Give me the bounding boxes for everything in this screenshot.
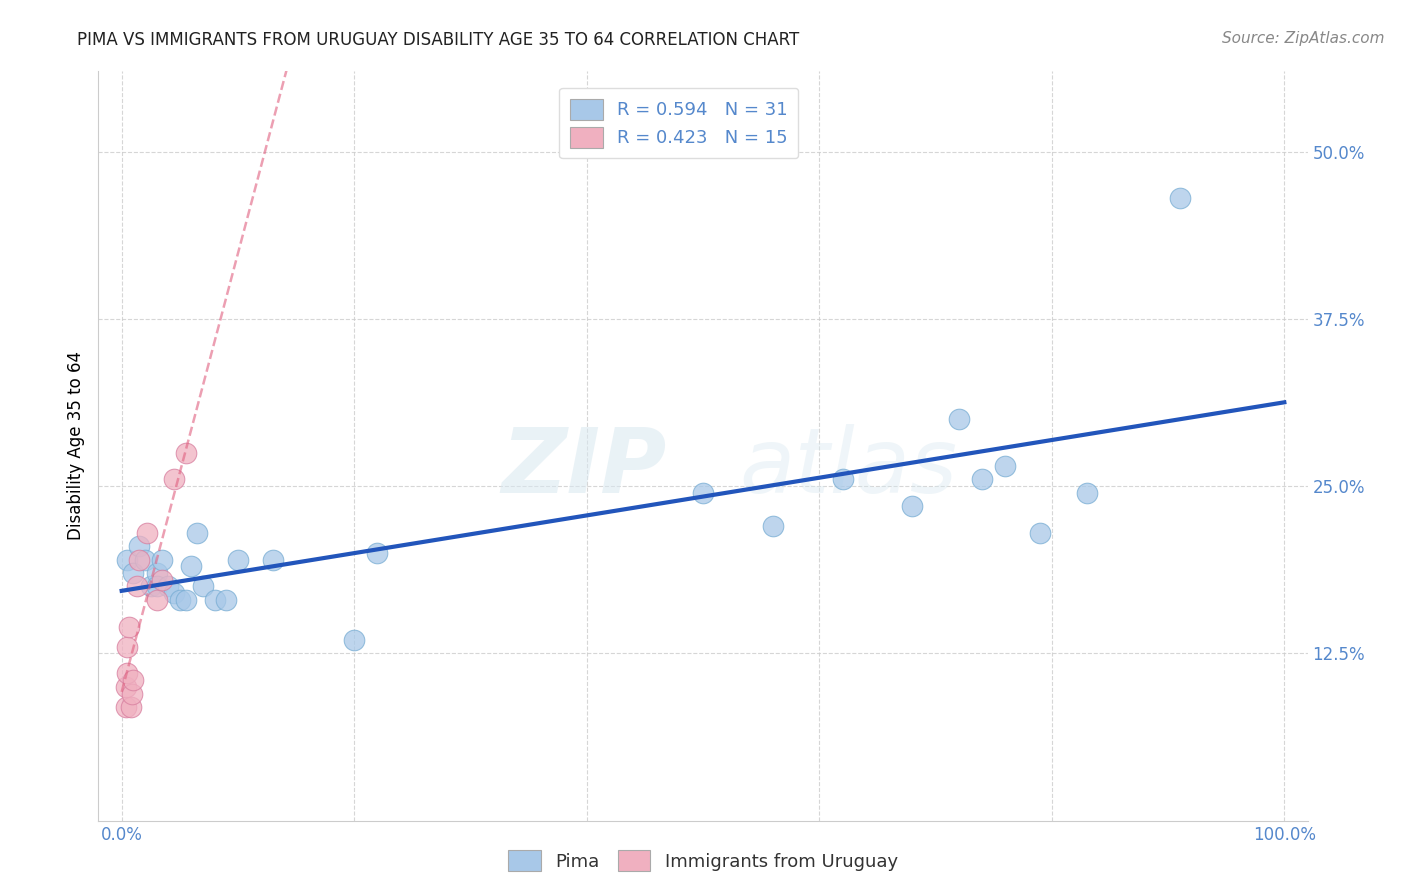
Point <box>120 699 142 714</box>
Text: ZIP: ZIP <box>502 425 666 513</box>
Point <box>692 486 714 500</box>
Point <box>1076 486 1098 500</box>
Point <box>191 580 214 594</box>
Point <box>117 640 139 654</box>
Point <box>128 539 150 553</box>
Point <box>145 580 167 594</box>
Y-axis label: Disability Age 35 to 64: Disability Age 35 to 64 <box>66 351 84 541</box>
Point <box>121 687 143 701</box>
Point <box>831 473 853 487</box>
Point <box>115 680 138 694</box>
Point <box>762 519 785 533</box>
Point <box>174 593 197 607</box>
Point <box>145 566 167 581</box>
Point <box>226 553 249 567</box>
Point <box>139 580 162 594</box>
Point <box>145 593 167 607</box>
Point <box>157 580 180 594</box>
Point <box>163 586 186 600</box>
Point <box>125 580 148 594</box>
Point <box>343 633 366 648</box>
Point <box>180 559 202 574</box>
Point <box>204 593 226 607</box>
Point <box>122 673 145 688</box>
Point <box>1168 192 1191 206</box>
Text: atlas: atlas <box>740 425 957 513</box>
Point <box>150 573 173 587</box>
Point <box>948 412 970 426</box>
Text: PIMA VS IMMIGRANTS FROM URUGUAY DISABILITY AGE 35 TO 64 CORRELATION CHART: PIMA VS IMMIGRANTS FROM URUGUAY DISABILI… <box>77 31 800 49</box>
Point <box>262 553 284 567</box>
Point <box>169 593 191 607</box>
Point <box>118 620 141 634</box>
Point <box>163 473 186 487</box>
Point <box>901 500 924 514</box>
Legend: R = 0.594   N = 31, R = 0.423   N = 15: R = 0.594 N = 31, R = 0.423 N = 15 <box>560 88 799 159</box>
Point <box>117 553 139 567</box>
Point <box>366 546 388 560</box>
Point <box>134 553 156 567</box>
Point <box>174 446 197 460</box>
Text: Source: ZipAtlas.com: Source: ZipAtlas.com <box>1222 31 1385 46</box>
Point <box>186 526 208 541</box>
Point <box>215 593 238 607</box>
Point <box>115 699 138 714</box>
Point <box>122 566 145 581</box>
Point <box>1029 526 1052 541</box>
Point <box>994 459 1017 474</box>
Point <box>136 526 159 541</box>
Legend: Pima, Immigrants from Uruguay: Pima, Immigrants from Uruguay <box>501 843 905 879</box>
Point <box>128 553 150 567</box>
Point <box>117 666 139 681</box>
Point <box>970 473 993 487</box>
Point <box>150 553 173 567</box>
